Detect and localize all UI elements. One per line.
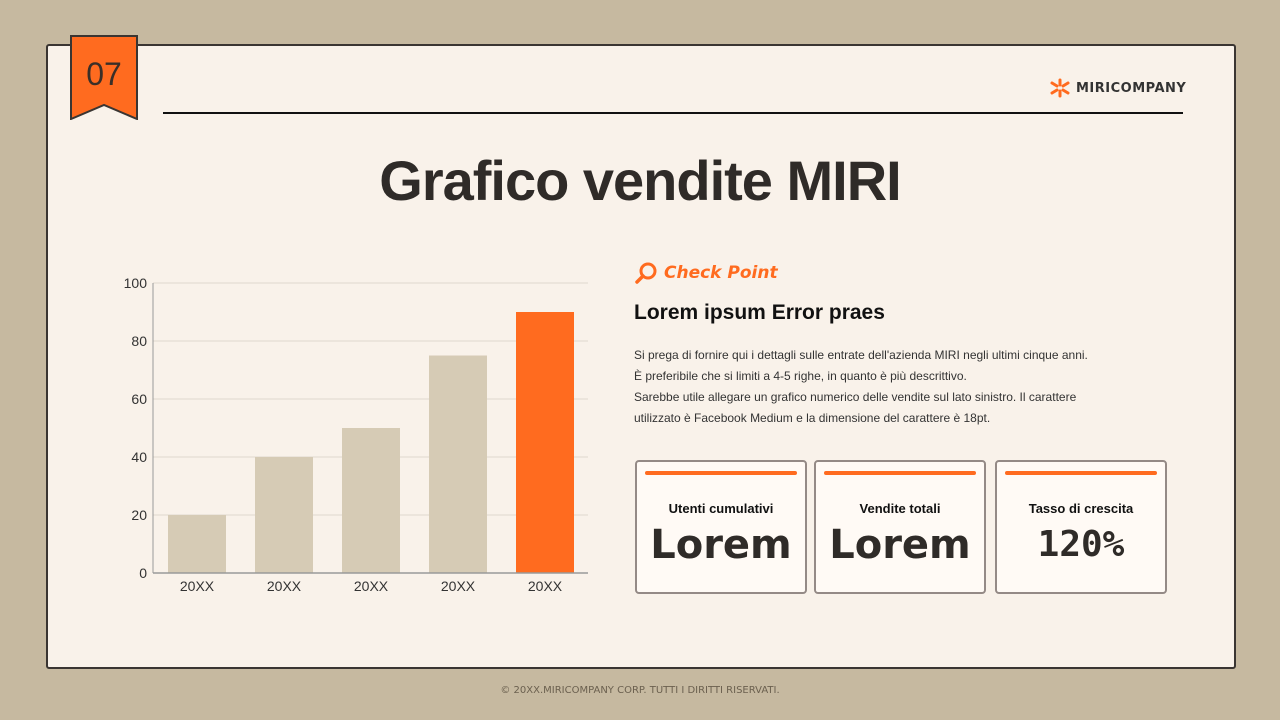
x-tick-label: 20XX [267,578,302,594]
y-tick-label: 0 [139,565,147,581]
x-tick-label: 20XX [528,578,563,594]
description-line: Sarebbe utile allegare un grafico numeri… [634,390,1077,404]
magnifier-icon [635,262,657,284]
card-accent-bar [645,471,797,475]
description-line: utilizzato è Facebook Medium e la dimens… [634,411,991,425]
card-value: Lorem [650,522,792,568]
logo-star-icon [1050,78,1070,98]
page-title: Grafico vendite MIRI [379,149,901,212]
copyright-footer: © 20XX.MIRICOMPANY CORP. TUTTI I DIRITTI… [500,685,780,696]
card-value: Lorem [829,522,971,568]
sales-bar-chart: 0 20 40 60 80 100 20XX 20XX 20XX 20XX 20XX [124,275,588,594]
bar [342,428,400,573]
x-tick-label: 20XX [180,578,215,594]
x-tick-label: 20XX [441,578,476,594]
bar [429,355,487,573]
stat-card-users: Utenti cumulativi Lorem [635,460,807,594]
card-value: 120% [1037,524,1125,565]
page-number: 07 [86,56,122,92]
description-line: È preferibile che si limiti a 4-5 righe,… [634,369,967,383]
card-label: Vendite totali [859,501,941,516]
bar [255,457,313,573]
card-accent-bar [1005,471,1157,475]
stat-card-growth: Tasso di crescita 120% [995,460,1167,594]
page-number-ribbon [70,35,138,120]
y-tick-label: 60 [131,391,147,407]
logo-text: MIRICOMPANY [1076,80,1187,96]
bar [168,515,226,573]
header-divider [163,112,1183,114]
company-logo: MIRICOMPANY [1050,78,1186,98]
card-label: Tasso di crescita [1028,501,1134,516]
card-accent-bar [824,471,976,475]
y-tick-label: 80 [131,333,147,349]
bar [516,312,574,573]
card-label: Utenti cumulativi [668,501,774,516]
description: Si prega di fornire qui i dettagli sulle… [634,345,1174,429]
description-line: Si prega di fornire qui i dettagli sulle… [634,348,1088,362]
y-tick-label: 20 [131,507,147,523]
stat-card-sales: Vendite totali Lorem [814,460,986,594]
y-tick-label: 40 [131,449,147,465]
check-point-label: Check Point [664,263,778,283]
y-tick-label: 100 [124,275,148,291]
x-tick-label: 20XX [354,578,389,594]
subheading: Lorem ipsum Error praes [634,301,885,324]
check-point-heading: Check Point [634,261,778,285]
